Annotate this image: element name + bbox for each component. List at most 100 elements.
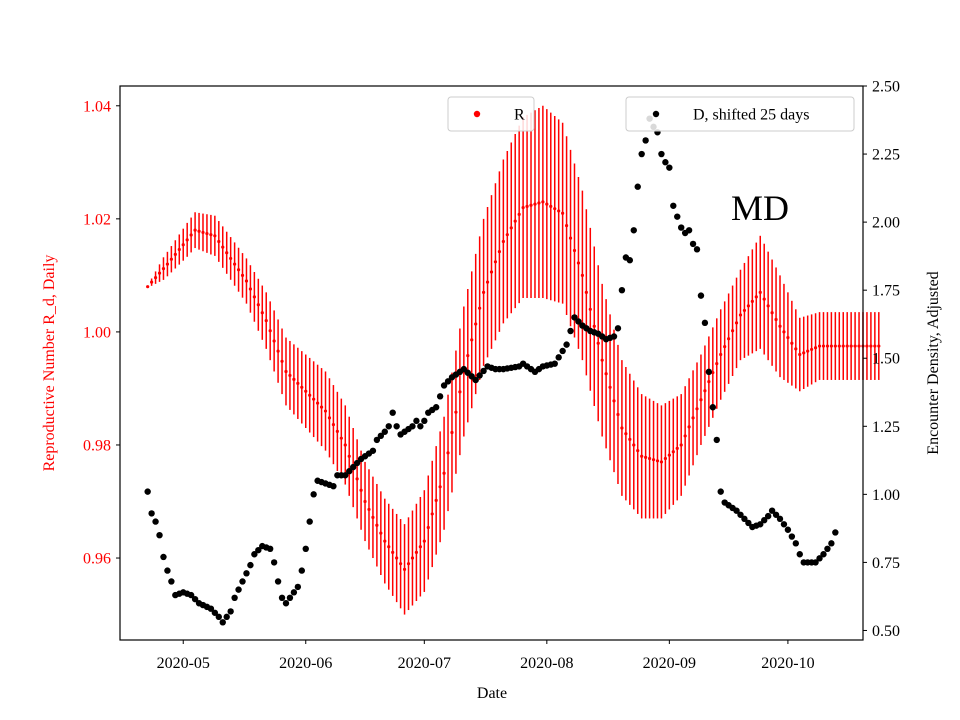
- r-point: [821, 344, 826, 348]
- r-point: [300, 385, 304, 389]
- d-point: [480, 367, 487, 375]
- r-point: [659, 460, 664, 464]
- d-point: [551, 360, 558, 367]
- r-point: [750, 299, 754, 303]
- d-point: [634, 183, 641, 190]
- y-right-tick-label: 2.25: [872, 147, 900, 164]
- r-point: [742, 308, 747, 313]
- d-point: [223, 613, 230, 621]
- r-point: [541, 200, 545, 204]
- r-point: [825, 344, 830, 348]
- d-point: [630, 227, 637, 234]
- legend-d-box: [625, 96, 855, 132]
- legend-r-label: R: [514, 107, 525, 124]
- r-point: [695, 407, 699, 411]
- d-point: [575, 318, 582, 325]
- r-point: [600, 358, 604, 362]
- r-point: [564, 224, 569, 228]
- r-point: [454, 410, 458, 414]
- r-point: [379, 531, 383, 535]
- r-point: [185, 238, 189, 242]
- d-point: [788, 533, 796, 540]
- d-point: [282, 600, 290, 607]
- r-point: [683, 434, 687, 438]
- d-point: [346, 468, 353, 475]
- r-point: [873, 344, 877, 348]
- r-point: [161, 266, 166, 271]
- r-point: [446, 451, 450, 455]
- r-point: [371, 515, 375, 519]
- r-point: [849, 344, 853, 348]
- r-point: [466, 354, 470, 358]
- r-point: [268, 329, 272, 333]
- r-point: [644, 455, 648, 460]
- r-point: [497, 250, 502, 254]
- r-point: [485, 280, 490, 284]
- r-point: [438, 485, 442, 489]
- y-left-tick-label: 1.02: [83, 211, 111, 228]
- y-left-tick-label: 1.04: [83, 98, 111, 115]
- r-point: [719, 352, 723, 357]
- r-point: [229, 256, 233, 261]
- d-point: [693, 246, 701, 253]
- r-point: [715, 361, 719, 366]
- r-point: [699, 398, 703, 402]
- r-point: [790, 341, 794, 345]
- x-tick-label: 2020-05: [157, 655, 210, 672]
- d-point: [294, 583, 302, 591]
- r-point: [240, 273, 245, 277]
- r-point: [493, 260, 498, 264]
- r-point: [612, 399, 616, 403]
- d-point: [713, 436, 720, 444]
- d-point: [148, 510, 155, 517]
- r-point: [339, 436, 343, 440]
- d-point: [476, 372, 483, 379]
- d-point: [373, 436, 381, 444]
- r-point: [410, 556, 415, 560]
- d-point: [286, 594, 294, 602]
- r-point: [628, 437, 632, 441]
- r-point: [252, 295, 256, 299]
- d-point: [349, 463, 357, 471]
- d-point: [784, 526, 792, 533]
- d-point: [306, 518, 313, 525]
- d-point: [393, 423, 400, 430]
- r-point: [703, 389, 707, 393]
- r-point: [663, 456, 667, 461]
- r-point: [549, 204, 553, 209]
- r-point: [383, 539, 387, 543]
- r-point: [675, 446, 679, 450]
- d-point: [780, 521, 788, 528]
- r-point: [327, 416, 332, 420]
- r-point: [588, 307, 592, 311]
- r-point: [655, 459, 660, 463]
- d-point: [152, 518, 159, 525]
- d-point: [255, 546, 262, 554]
- r-point: [458, 390, 462, 394]
- r-point: [636, 449, 640, 453]
- r-point: [778, 324, 782, 328]
- y-axis-left-ticks: 0.96 0.98 1.00 1.02 1.04: [83, 98, 120, 568]
- y-right-tick-label: 0.50: [872, 623, 900, 640]
- legend-r: R: [447, 96, 535, 132]
- d-point: [381, 428, 388, 435]
- d-point: [440, 382, 448, 389]
- d-point: [164, 567, 171, 574]
- r-point: [157, 271, 162, 275]
- d-point: [144, 488, 151, 495]
- r-point: [272, 339, 276, 343]
- r-point: [758, 290, 762, 294]
- d-point: [239, 578, 246, 585]
- d-point: [417, 423, 424, 430]
- d-point: [219, 619, 226, 626]
- r-point: [576, 261, 581, 265]
- x-tick-label: 2020-09: [643, 655, 696, 672]
- r-series-layer: [146, 105, 881, 615]
- d-point: [389, 409, 396, 416]
- r-point: [304, 389, 308, 393]
- d-point: [796, 551, 803, 558]
- y-axis-right-label: Encounter Density, Adjusted: [925, 271, 942, 454]
- y-right-tick-label: 2.00: [872, 215, 900, 232]
- d-point: [760, 517, 768, 524]
- r-point: [723, 345, 727, 349]
